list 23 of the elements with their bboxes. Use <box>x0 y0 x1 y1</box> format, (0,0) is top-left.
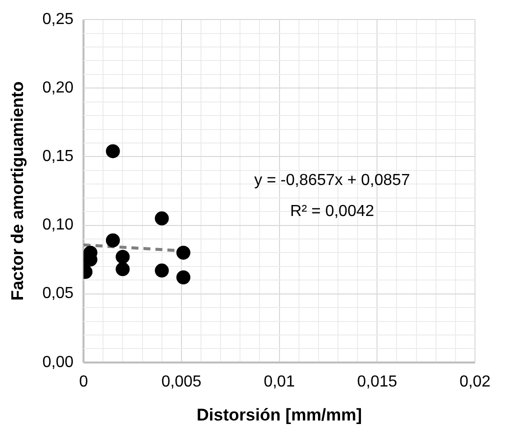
point <box>154 264 169 278</box>
y-tick-label: 0,25 <box>42 11 74 28</box>
annotation: y = -0,8657x + 0,0857 <box>254 172 410 190</box>
point <box>154 211 169 226</box>
annotation: R² = 0,0042 <box>290 202 374 220</box>
y-tick-label: 0,20 <box>42 80 74 97</box>
y-tick-label: 0,00 <box>42 354 74 371</box>
x-tick-label: 0,015 <box>357 373 398 390</box>
x-tick-label: 0,005 <box>161 373 202 390</box>
point <box>106 144 120 158</box>
point <box>176 246 190 260</box>
x-axis-title: Distorsión [mm/mm] <box>196 405 362 424</box>
y-tick-label: 0,10 <box>42 216 74 234</box>
point <box>176 270 190 284</box>
x-tick-label: 0,02 <box>459 373 491 390</box>
x-tick-label: 0 <box>79 373 88 390</box>
x-tick-label: 0,01 <box>264 373 295 390</box>
y-axis-title: Factor de amortiguamiento <box>8 81 27 301</box>
point <box>106 233 120 248</box>
y-tick-label: 0,15 <box>42 148 74 166</box>
point <box>116 262 130 276</box>
point <box>116 250 130 264</box>
y-tick-label: 0,05 <box>42 285 74 302</box>
